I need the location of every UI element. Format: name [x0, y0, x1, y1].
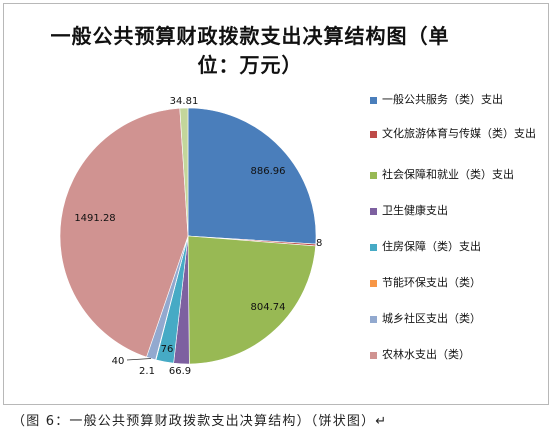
data-label: 40: [112, 356, 125, 367]
legend-swatch: [370, 208, 377, 215]
figure-caption: （图 6：一般公共预算财政拨款支出决算结构）（饼状图）↵: [12, 414, 388, 429]
data-label: 76: [161, 344, 174, 355]
chart-title-line2: 位：万元）: [197, 53, 303, 77]
legend-label: 城乡社区支出（类）: [382, 312, 481, 325]
data-label: 1491.28: [74, 213, 115, 224]
legend-label: 文化旅游体育与传媒（类）支出: [382, 127, 536, 140]
legend-swatch: [370, 131, 377, 138]
legend-label: 住房保障（类）支出: [382, 240, 481, 253]
legend-swatch: [370, 97, 377, 104]
legend-label: 卫生健康支出: [382, 204, 448, 217]
legend-swatch: [370, 352, 377, 359]
data-label: 34.81: [170, 96, 199, 107]
legend-label: 农林水支出（类）: [382, 348, 470, 361]
pie-slice: [187, 107, 317, 245]
legend-swatch: [370, 316, 377, 323]
legend-swatch: [370, 244, 377, 251]
data-label: 8: [316, 238, 322, 249]
data-label: 66.9: [169, 366, 191, 377]
pie-slice: [179, 107, 189, 237]
data-label: 2.1: [139, 366, 155, 377]
leader-line: [126, 358, 151, 361]
data-label: 804.74: [251, 302, 286, 313]
legend-label: 节能环保支出（类）: [382, 276, 481, 289]
legend-label: 一般公共服务（类）支出: [382, 93, 503, 106]
data-label: 886.96: [251, 166, 286, 177]
legend-swatch: [370, 172, 377, 179]
pie-slice: [59, 107, 189, 358]
pie-slice: [187, 235, 316, 365]
legend-swatch: [370, 280, 377, 287]
legend-label: 社会保障和就业（类）支出: [382, 168, 514, 181]
chart-title-line1: 一般公共预算财政拨款支出决算结构图（单: [50, 24, 450, 48]
